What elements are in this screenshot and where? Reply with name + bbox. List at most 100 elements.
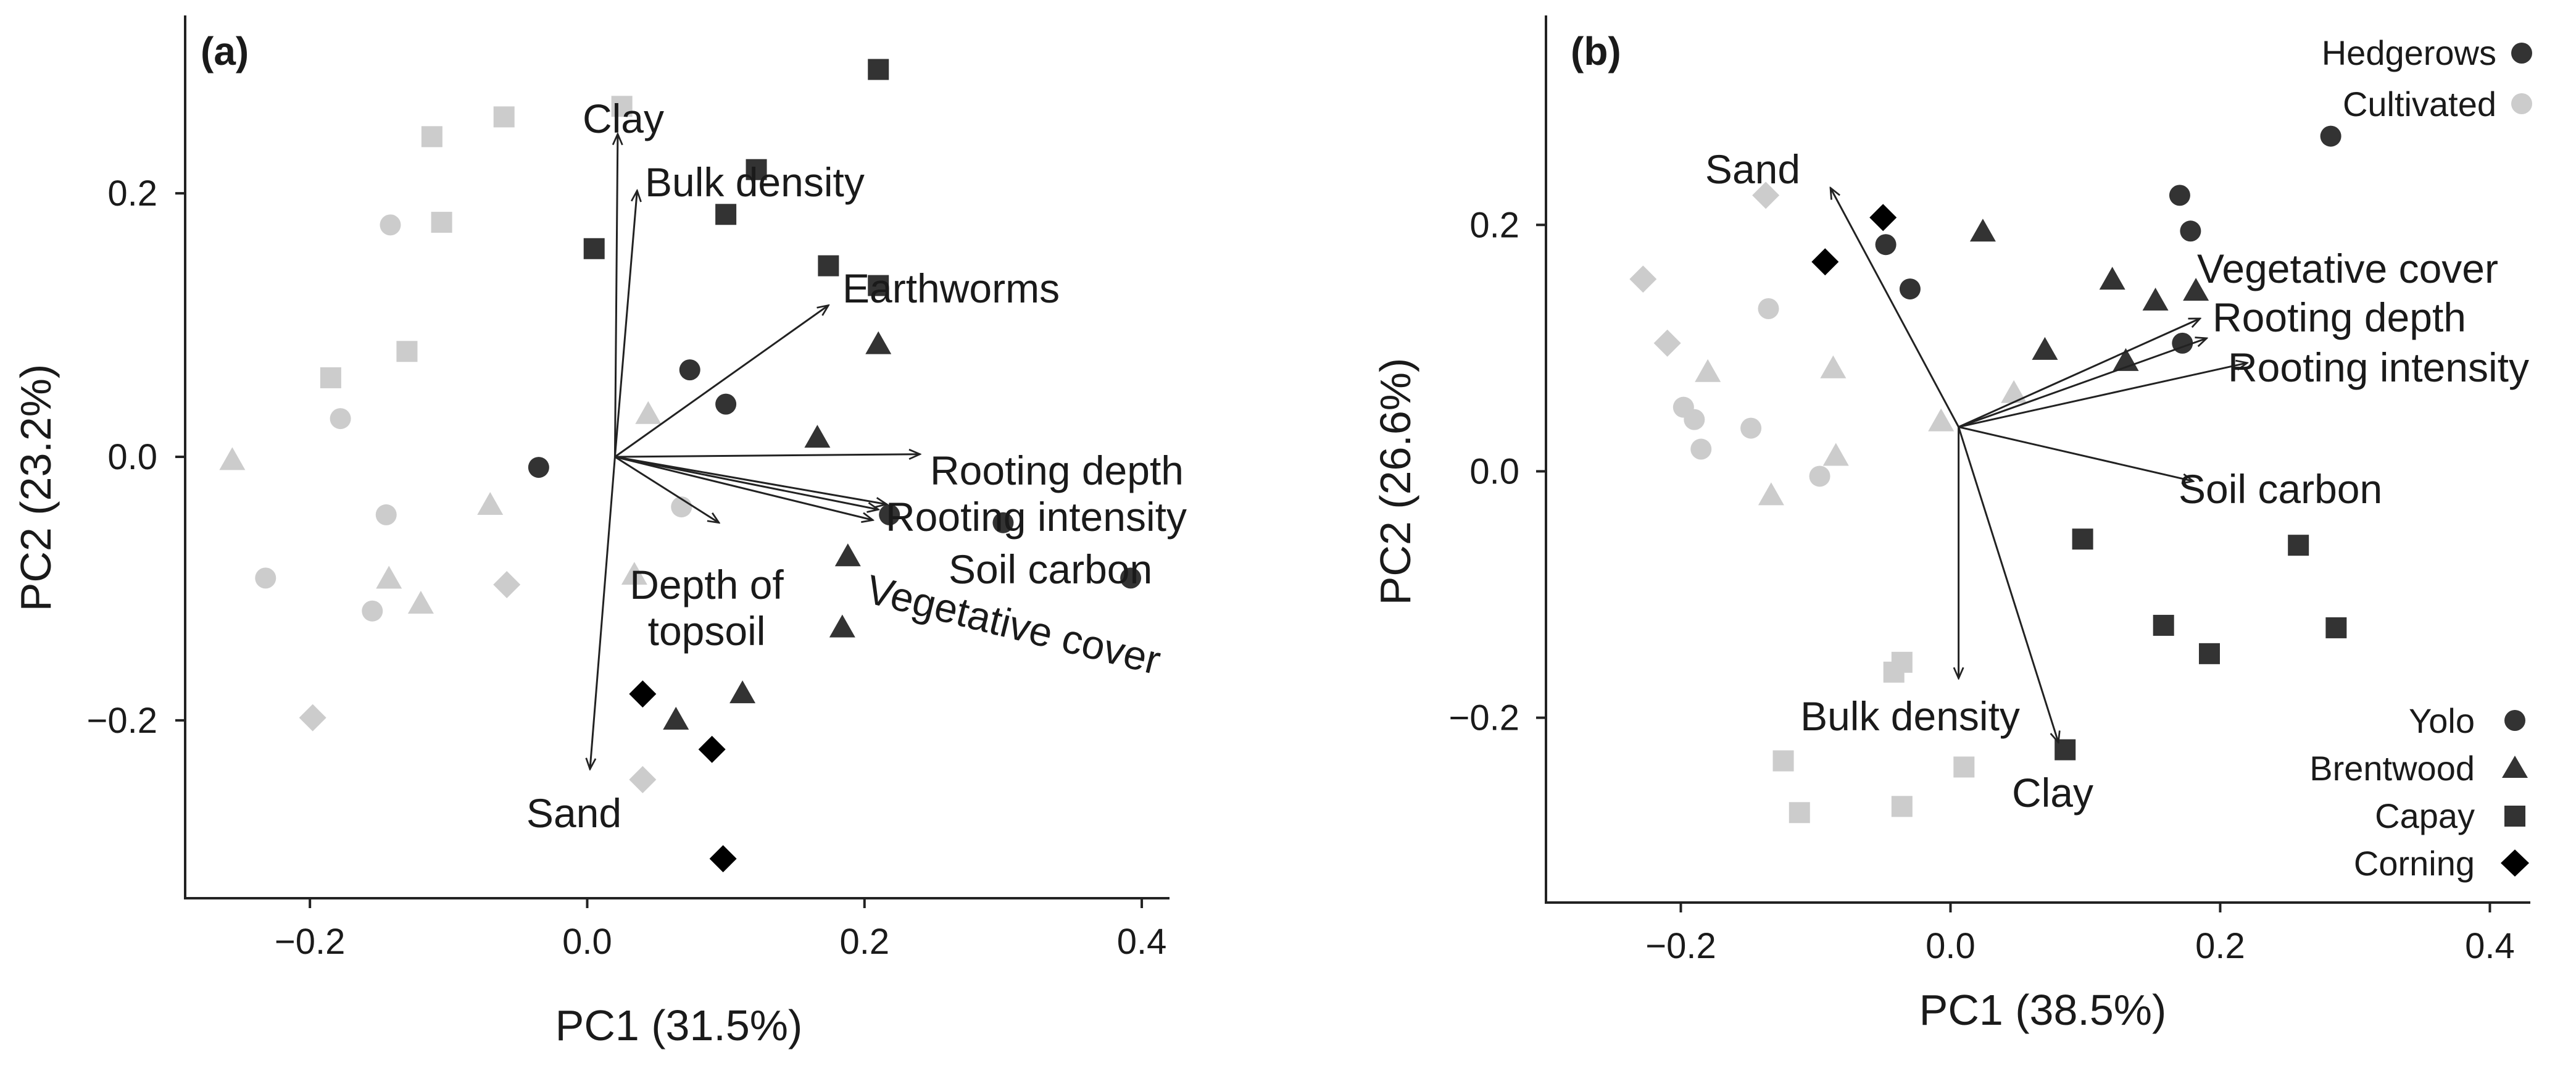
panel-b: (b) PC1 (38.5%) PC2 (26.6%) −0.2 0.0 0.2 0.… (1371, 15, 2532, 1034)
data-point-square (746, 159, 767, 180)
data-point-circle (1899, 278, 1921, 300)
data-point-diamond (1752, 181, 1780, 209)
data-point-circle (2169, 185, 2190, 206)
data-point-triangle (1969, 219, 1996, 242)
data-point-square (1953, 756, 1975, 778)
data-point-circle (380, 214, 401, 236)
loading-arrow-clay (1958, 427, 2059, 743)
y-ticks: −0.2 0.0 0.2 (87, 173, 185, 741)
legend-label-brentwood: Brentwood (2309, 749, 2475, 788)
panel-label: (a) (201, 29, 249, 73)
loading-arrow-vegetative-cover (615, 456, 886, 504)
data-point-triangle (477, 491, 504, 515)
loading-vectors (590, 134, 920, 769)
y-tick-label: 0.2 (107, 173, 157, 214)
panel-a: (a) PC1 (31.5%) PC2 (23.2%) −0.2 0.0 0.2 0.… (12, 15, 1187, 1049)
x-tick-label: 0.2 (2195, 926, 2245, 966)
loading-label-soil-carbon: Soil carbon (949, 546, 1152, 592)
data-point-square (1891, 796, 1913, 817)
data-points (1629, 125, 2347, 824)
legend-label-yolo: Yolo (2409, 701, 2475, 740)
loading-vectors (1830, 188, 2247, 742)
data-point-diamond (629, 766, 657, 793)
data-point-triangle (621, 562, 647, 585)
data-point-circle (1809, 465, 1830, 487)
data-point-triangle (865, 331, 892, 354)
data-point-triangle (407, 591, 434, 614)
data-points (219, 59, 1142, 872)
loading-arrow-soil-carbon (1958, 426, 2193, 482)
data-point-triangle (1758, 482, 1784, 506)
data-point-triangle (219, 447, 246, 470)
x-ticks: −0.2 0.0 0.2 0.4 (275, 898, 1166, 962)
data-point-triangle (663, 706, 689, 730)
data-point-circle (330, 408, 351, 430)
data-point-diamond (1811, 248, 1839, 276)
x-tick-label: 0.4 (2465, 926, 2515, 966)
loading-arrow-rooting-intensity (615, 456, 878, 509)
x-tick-label: 0.4 (1117, 922, 1167, 962)
loading-label-bulk-density: Bulk density (645, 159, 865, 205)
data-point-triangle (2001, 380, 2027, 403)
loading-arrow-sand (590, 456, 616, 769)
data-point-circle (715, 393, 737, 415)
data-point-triangle (1820, 355, 1847, 378)
data-point-triangle (834, 543, 861, 567)
loading-arrow-soil-carbon (615, 456, 873, 520)
data-point-circle (1758, 298, 1779, 320)
data-point-circle (1875, 234, 1897, 256)
legend-symbol-corning (2501, 849, 2529, 877)
data-point-triangle (1928, 408, 1955, 432)
data-point-circle (528, 457, 549, 478)
loading-label-rooting-depth: Rooting depth (2212, 294, 2466, 340)
y-axis-title: PC2 (23.2%) (12, 364, 60, 612)
loading-arrow-rooting-depth (1958, 338, 2207, 428)
data-point-square (583, 238, 605, 259)
data-point-circle (2320, 125, 2341, 147)
data-point-square (611, 96, 633, 117)
data-point-circle (879, 504, 900, 525)
x-tick-label: 0.2 (839, 922, 889, 962)
loading-label-earthworms: Earthworms (842, 265, 1060, 311)
data-point-diamond (698, 735, 726, 763)
legend-label-corning: Corning (2354, 844, 2475, 883)
data-point-square (1789, 802, 1810, 824)
legend-symbol-yolo (2504, 710, 2525, 731)
x-tick-label: −0.2 (1645, 926, 1716, 966)
loading-label-bulk-density: Bulk density (1800, 693, 2020, 739)
data-point-square (1891, 651, 1913, 673)
x-axis-title: PC1 (38.5%) (1919, 986, 2167, 1034)
loading-label-clay: Clay (583, 96, 664, 141)
data-point-square (1772, 750, 1794, 772)
data-point-triangle (635, 401, 662, 424)
y-axis-title: PC2 (26.6%) (1371, 358, 1419, 606)
x-axis-title: PC1 (31.5%) (555, 1001, 803, 1049)
data-point-triangle (1695, 359, 1721, 382)
data-point-diamond (709, 845, 737, 872)
data-point-triangle (2183, 278, 2209, 301)
data-point-triangle (2142, 288, 2169, 311)
loading-label-depth-of-topsoil: Depth of topsoil (629, 562, 784, 654)
data-point-square (2288, 535, 2309, 556)
data-point-square (421, 126, 442, 148)
y-tick-label: 0.2 (1469, 205, 1519, 245)
y-tick-label: 0.0 (1469, 451, 1519, 491)
data-point-diamond (299, 704, 326, 732)
loading-arrow-sand (1830, 188, 1959, 428)
data-point-square (818, 255, 839, 277)
data-point-circle (679, 359, 700, 381)
loading-arrow-rooting-intensity (1958, 363, 2248, 428)
data-point-square (493, 106, 515, 128)
loading-label-sand: Sand (1705, 146, 1800, 192)
loading-label-vegetative-cover: Vegetative cover (2197, 246, 2498, 291)
data-point-square (320, 367, 341, 388)
data-point-triangle (829, 614, 855, 638)
data-point-square (2198, 643, 2220, 664)
data-point-diamond (629, 680, 657, 708)
loading-label-sand: Sand (526, 790, 621, 836)
data-point-diamond (1653, 329, 1681, 357)
loading-arrow-rooting-depth (615, 454, 920, 457)
data-point-square (868, 59, 889, 80)
legend-land-use: Hedgerows Cultivated (2322, 33, 2532, 123)
